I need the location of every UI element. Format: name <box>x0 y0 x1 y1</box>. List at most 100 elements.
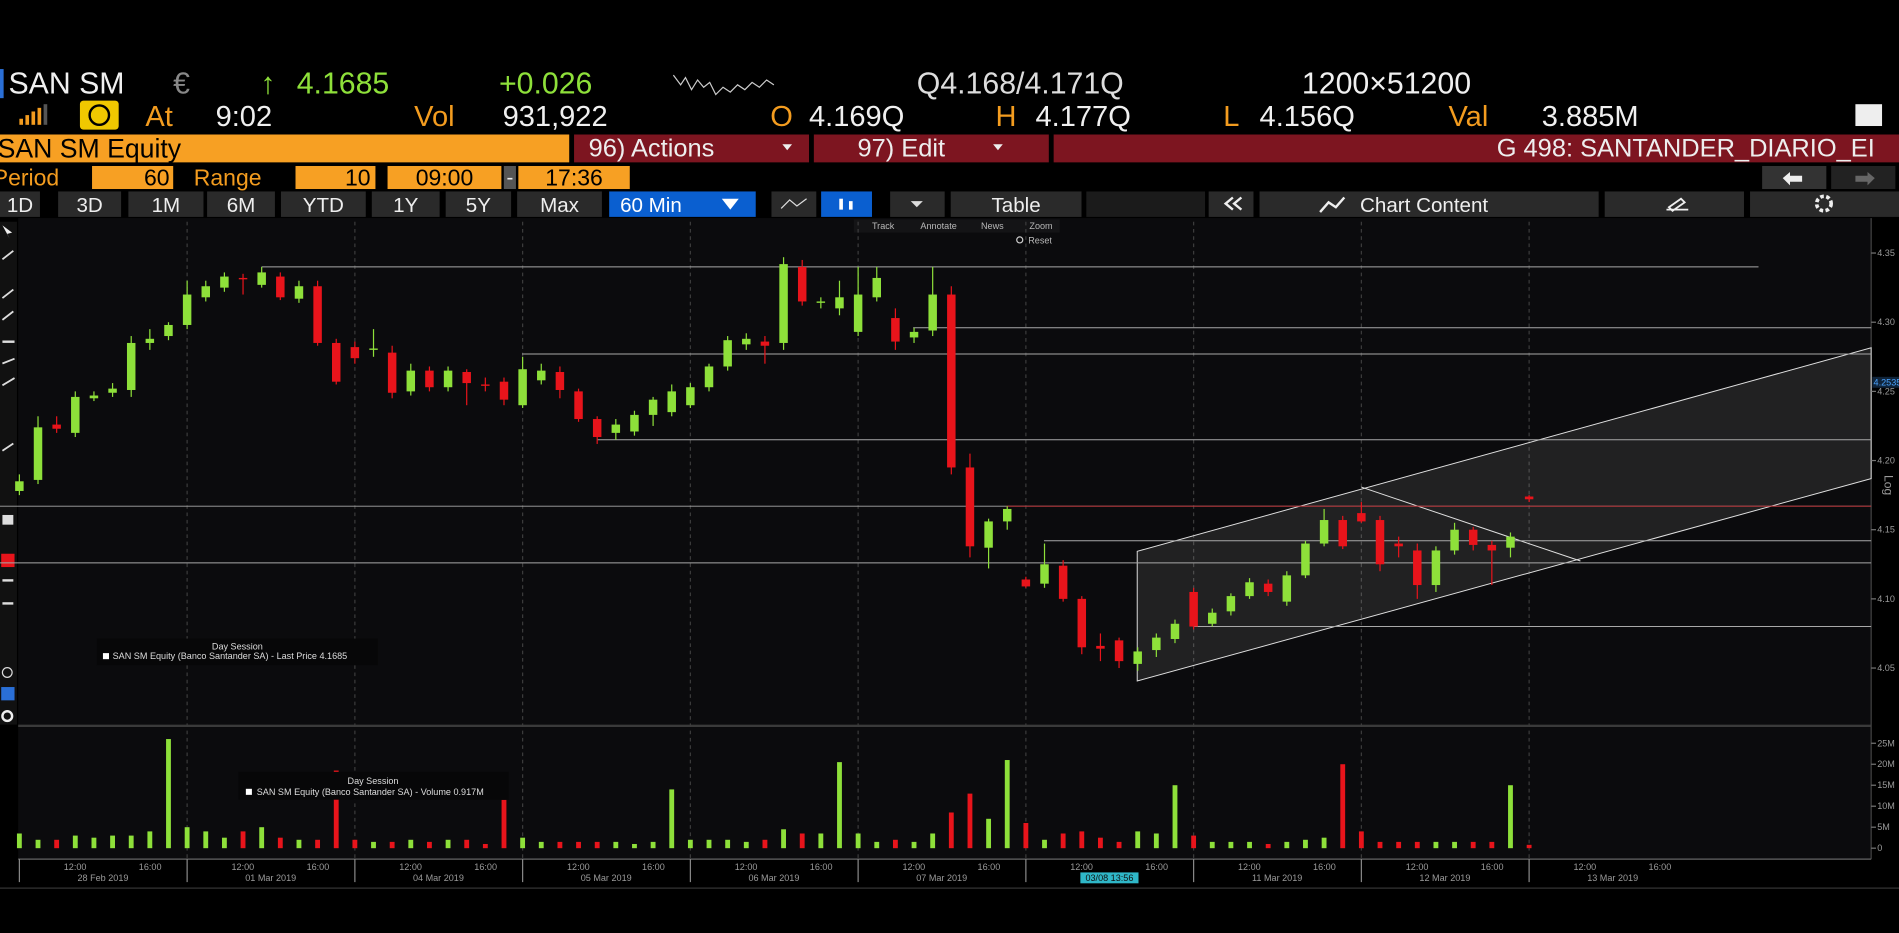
date-label: 03/08 13:56 <box>1085 873 1133 883</box>
tool-reset[interactable]: Reset <box>1028 236 1052 246</box>
start-input[interactable] <box>387 166 502 190</box>
volume-bar <box>1042 839 1047 849</box>
draw-icon <box>1666 197 1689 213</box>
candle-body <box>238 277 248 280</box>
candle-body <box>145 338 155 343</box>
candle-body <box>1263 583 1273 592</box>
range-input[interactable] <box>295 166 376 190</box>
tool-news[interactable]: News <box>981 221 1004 231</box>
tool-annotate[interactable]: Annotate <box>920 221 956 231</box>
tool-zoom[interactable]: Zoom <box>1029 221 1052 231</box>
range-button[interactable] <box>371 191 440 217</box>
currency: € <box>173 67 190 100</box>
volume-bar <box>1284 841 1290 849</box>
candle-body <box>947 294 956 468</box>
period-label: Period <box>0 164 59 190</box>
volume-bar <box>1303 839 1308 849</box>
high-label: H <box>996 101 1017 133</box>
x-tick-label: 16:00 <box>1313 862 1336 872</box>
volume-bar <box>520 837 526 849</box>
chart-content-button[interactable] <box>1259 191 1599 217</box>
chart-content-icon <box>1319 196 1346 213</box>
volume-bar <box>930 833 936 849</box>
signal-icon <box>19 104 48 125</box>
candle-body <box>126 342 136 390</box>
volume-bar <box>352 839 358 849</box>
volume-bar <box>389 841 395 849</box>
open: 4.169Q <box>809 101 904 133</box>
candle-body <box>331 342 341 382</box>
net-change: +0.026 <box>499 67 592 100</box>
ticker: SAN SM <box>8 67 124 100</box>
range-button-label: 3D <box>76 194 102 217</box>
volume-bar <box>1414 841 1420 849</box>
volume-bar <box>54 839 60 849</box>
volume-bar <box>632 843 637 849</box>
x-tick-label: 16:00 <box>978 862 1001 872</box>
y-tick-label: 4.25 <box>1877 386 1895 396</box>
candle-button[interactable] <box>821 191 872 217</box>
security: SAN SM Equity <box>0 134 182 164</box>
sparkline <box>672 74 775 96</box>
table-button[interactable] <box>950 191 1082 217</box>
tool-track[interactable]: Track <box>872 221 895 231</box>
volume-bar <box>1228 841 1234 849</box>
cursor-tag <box>1872 376 1899 388</box>
range-button-label: YTD <box>303 194 344 217</box>
volume-bar <box>1060 833 1066 849</box>
blank-button <box>1086 191 1206 217</box>
security-bar[interactable] <box>0 134 570 163</box>
candle-body <box>443 370 453 388</box>
volume-bar <box>1191 835 1197 849</box>
candle-body <box>220 276 229 288</box>
candle-icon <box>848 201 853 210</box>
candle-body <box>704 366 714 388</box>
date-label: 12 Mar 2019 <box>1419 873 1470 883</box>
range-label: Range <box>194 164 262 190</box>
actions-tab[interactable] <box>574 134 810 163</box>
range-button[interactable] <box>58 191 122 217</box>
edit-tab[interactable] <box>813 134 1049 163</box>
volume-bar <box>221 837 227 849</box>
candle-body <box>1394 543 1403 547</box>
range-button-label: 1M <box>152 194 181 217</box>
candle-body <box>481 384 490 386</box>
volume-bar <box>576 841 581 849</box>
range-button-label: 1D <box>7 194 33 217</box>
range-button[interactable] <box>128 191 204 217</box>
volume-bar <box>911 841 917 849</box>
volume-bar <box>762 839 768 849</box>
volume-bar <box>1377 841 1383 849</box>
range-button[interactable] <box>207 191 275 217</box>
range-button-label: 1Y <box>393 194 418 217</box>
candle-body <box>1152 637 1161 651</box>
period-input[interactable] <box>92 166 174 190</box>
candle-body <box>1021 579 1031 587</box>
actions-label: 96) Actions <box>589 134 715 162</box>
volume-bar <box>203 831 209 849</box>
range-button[interactable] <box>0 191 40 217</box>
y-tick-label: 4.10 <box>1877 594 1895 604</box>
export-icon[interactable] <box>1855 104 1883 127</box>
volume-bar <box>1321 837 1327 849</box>
x-tick-label: 16:00 <box>307 862 330 872</box>
volume-tick-label: 20M <box>1877 759 1895 769</box>
range-button[interactable] <box>280 191 366 217</box>
clock-icon[interactable] <box>79 100 119 130</box>
caret <box>993 144 1003 151</box>
plot <box>15 257 1534 849</box>
settings-button[interactable] <box>1750 191 1899 217</box>
candle-body <box>1208 612 1217 624</box>
collapse-button[interactable] <box>1208 191 1254 217</box>
volume-bar <box>1172 785 1178 849</box>
candle-body <box>462 372 471 384</box>
candle-body <box>1450 529 1459 551</box>
volume-bar <box>35 839 41 849</box>
end-input[interactable] <box>518 166 630 190</box>
candle-body <box>574 391 583 420</box>
range-button[interactable] <box>517 191 602 217</box>
candle-body <box>1431 550 1441 586</box>
volume-tick-label: 15M <box>1877 780 1895 790</box>
candle-body <box>499 381 509 400</box>
range-button[interactable] <box>445 191 512 217</box>
